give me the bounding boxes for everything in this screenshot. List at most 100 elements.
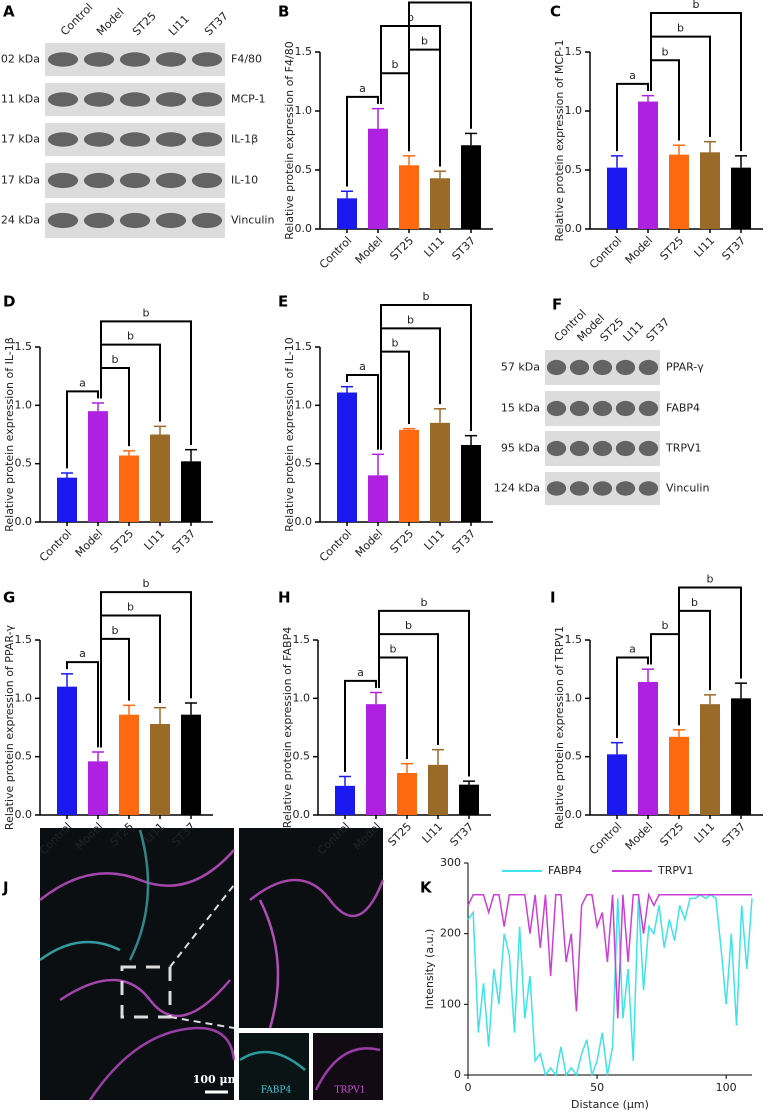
y-tick-label: 0.0 xyxy=(565,222,583,235)
y-tick-label: 0.5 xyxy=(565,163,583,176)
bar xyxy=(335,785,355,815)
bar xyxy=(428,764,448,815)
micrograph-structure xyxy=(249,878,385,918)
protein-label: Vinculin xyxy=(231,214,274,227)
bar xyxy=(368,128,388,229)
blot-band xyxy=(119,92,151,107)
significance-label: b xyxy=(421,35,428,48)
significance-label: b xyxy=(405,619,412,632)
blot-band xyxy=(592,440,613,457)
protein-label: IL-10 xyxy=(231,174,258,187)
significance-bracket xyxy=(346,95,379,187)
blot-band xyxy=(47,52,79,67)
blot-band xyxy=(191,52,223,67)
line-series xyxy=(467,892,752,1019)
bar xyxy=(399,429,419,522)
blot-band xyxy=(155,52,187,67)
blot-band xyxy=(47,132,79,147)
bar xyxy=(150,434,170,522)
significance-bracket xyxy=(378,609,470,777)
significance-label: b xyxy=(127,601,134,614)
micrograph-structure xyxy=(128,829,150,961)
blot-band xyxy=(592,481,613,496)
blot-band xyxy=(191,132,223,147)
blot-band xyxy=(83,92,115,107)
blot-band xyxy=(546,440,567,457)
x-axis-label: Distance (μm) xyxy=(571,1098,649,1111)
bar xyxy=(669,154,689,229)
micrograph-structure xyxy=(88,1026,236,1101)
bar xyxy=(181,714,201,815)
y-tick-label: 0.5 xyxy=(15,750,33,763)
significance-label: a xyxy=(357,666,364,679)
y-tick-label: 0.5 xyxy=(15,457,33,470)
significance-label: b xyxy=(390,643,397,656)
significance-bracket xyxy=(66,661,99,748)
blot-band xyxy=(155,212,187,229)
blot-band xyxy=(638,440,659,457)
blot-band xyxy=(638,359,659,376)
significance-bracket xyxy=(380,25,441,167)
blot-band xyxy=(569,400,590,417)
blot-band xyxy=(615,359,636,376)
y-tick-label: 1.0 xyxy=(15,398,33,411)
bar xyxy=(669,736,689,815)
blot-band xyxy=(119,172,151,189)
y-tick-label: 200 xyxy=(440,927,461,940)
legend-label: FABP4 xyxy=(548,864,582,877)
y-tick-label: 0.0 xyxy=(295,222,313,235)
line-series xyxy=(467,893,753,1077)
y-axis-label: Relative protein expression of F4/80 xyxy=(283,41,296,239)
x-tick-label: 50 xyxy=(590,1081,604,1094)
bar xyxy=(459,784,479,815)
bar xyxy=(88,411,108,522)
bar xyxy=(88,761,108,815)
significance-label: b xyxy=(143,577,150,590)
panel-letter: E xyxy=(278,293,288,311)
protein-label: PPAR-γ xyxy=(666,361,704,374)
significance-bracket xyxy=(380,304,472,450)
bar xyxy=(181,461,201,522)
panel-letter: J xyxy=(2,879,9,897)
significance-bracket xyxy=(616,656,649,738)
x-tick-label: 100 xyxy=(716,1081,737,1094)
micrograph-structure xyxy=(59,978,231,1018)
bar xyxy=(700,152,720,229)
blot-band xyxy=(83,52,115,67)
blot-band xyxy=(119,52,151,67)
protein-label: F4/80 xyxy=(231,53,262,66)
significance-bracket xyxy=(678,586,742,726)
bar xyxy=(119,714,139,815)
panel-letter: B xyxy=(278,3,289,21)
legend-label: TRPV1 xyxy=(657,864,694,877)
significance-label: b xyxy=(662,45,669,58)
blot-band xyxy=(592,359,613,376)
bar xyxy=(731,698,751,815)
y-tick-label: 100 xyxy=(440,997,461,1010)
significance-label: b xyxy=(112,624,119,637)
y-axis-label: Relative protein expression of PPAR-γ xyxy=(3,624,16,830)
significance-bracket xyxy=(100,320,192,445)
significance-label: b xyxy=(662,619,669,632)
y-tick-label: 0.5 xyxy=(295,163,313,176)
micrograph-structure xyxy=(314,1047,381,1091)
bar xyxy=(607,167,627,229)
bar xyxy=(638,101,658,229)
bar xyxy=(461,445,481,522)
bar xyxy=(607,754,627,815)
y-tick-label: 1.5 xyxy=(15,633,33,646)
kda-label: 95 kDa xyxy=(501,442,540,455)
significance-label: b xyxy=(127,330,134,343)
significance-label: b xyxy=(392,337,399,350)
panel-letter: F xyxy=(552,296,562,314)
zoom-line xyxy=(169,884,235,968)
blot-band xyxy=(191,92,223,107)
blot-band xyxy=(638,400,659,417)
y-tick-label: 0.5 xyxy=(293,750,311,763)
blot-band xyxy=(191,212,223,229)
bar xyxy=(57,686,77,815)
significance-label: b xyxy=(407,11,414,24)
significance-label: b xyxy=(421,596,428,609)
y-tick-label: 1.5 xyxy=(293,633,311,646)
